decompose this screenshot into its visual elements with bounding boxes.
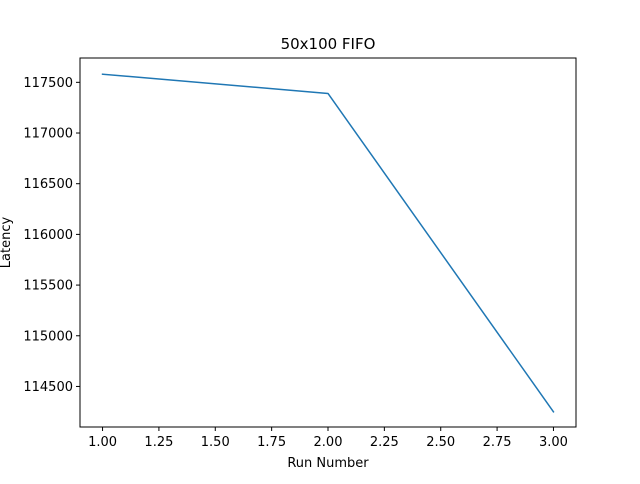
y-tick-label: 117000 [23,127,73,142]
x-tick-label: 2.25 [370,435,399,450]
x-tick-label: 1.75 [257,435,286,450]
y-axis-label: Latency [0,217,14,269]
y-tick-label: 117500 [23,76,73,91]
y-tick-label: 116000 [23,228,73,243]
x-axis-label: Run Number [287,456,369,471]
x-tick-label: 3.00 [539,435,568,450]
y-tick-label: 115000 [23,329,73,344]
y-tick-label: 115500 [23,279,73,294]
x-tick-label: 2.50 [426,435,455,450]
chart-title: 50x100 FIFO [281,35,376,53]
y-tick-label: 116500 [23,177,73,192]
x-tick-label: 2.00 [314,435,343,450]
y-tick-label: 114500 [23,380,73,395]
x-tick-label: 1.00 [88,435,117,450]
x-tick-label: 1.50 [201,435,230,450]
x-tick-label: 1.25 [144,435,173,450]
x-tick-label: 2.75 [483,435,512,450]
